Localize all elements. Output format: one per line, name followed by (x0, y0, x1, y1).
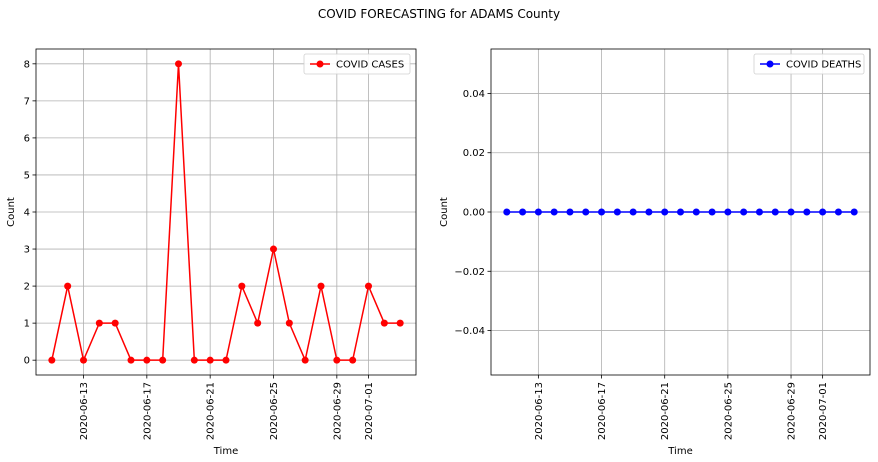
data-point (238, 282, 246, 290)
x-tick-label: 2020-06-17 (597, 382, 608, 440)
data-point (365, 282, 372, 290)
y-tick-label: 0.02 (463, 148, 485, 159)
data-point (613, 208, 621, 216)
y-tick-label: 0.00 (463, 208, 485, 219)
data-point (503, 208, 511, 216)
data-point (222, 356, 230, 364)
y-tick-label: 0 (24, 356, 30, 367)
data-point (850, 208, 858, 216)
y-tick-label: 6 (24, 133, 30, 144)
data-point (519, 208, 527, 216)
legend: COVID CASES (303, 53, 411, 75)
data-point (629, 208, 637, 216)
data-point (95, 319, 103, 327)
figure-title: COVID FORECASTING for ADAMS County (318, 7, 560, 21)
legend-label: COVID CASES (336, 60, 404, 71)
legend: COVID DEATHS (753, 53, 865, 75)
deaths-chart: −0.04 −0.02 0.00 0.02 0.04 2020-06-13 2020-06-… (439, 48, 871, 457)
data-point (740, 208, 748, 216)
y-tick-label: 0.04 (463, 89, 485, 100)
data-point (270, 245, 277, 253)
data-point (285, 319, 293, 327)
x-tick-label: 2020-07-01 (364, 382, 375, 440)
data-point (380, 319, 388, 327)
x-axis-label: Time (213, 446, 238, 457)
data-point (317, 282, 325, 290)
y-tick-label: 3 (24, 245, 30, 256)
y-axis-label: Count (6, 197, 17, 227)
legend-box (303, 53, 411, 75)
x-tick-label: 2020-06-25 (723, 382, 734, 440)
data-point (143, 356, 151, 364)
x-tick-label: 2020-06-17 (142, 382, 153, 440)
legend-label: COVID DEATHS (786, 60, 861, 71)
data-point (64, 282, 72, 290)
data-point (598, 208, 606, 216)
y-tick-label: 4 (24, 208, 30, 219)
data-point (301, 356, 309, 364)
x-tick-label: 2020-06-21 (206, 382, 217, 440)
data-point (190, 356, 198, 364)
x-tick-label: 2020-06-29 (332, 382, 343, 440)
data-point (80, 356, 87, 364)
x-axis-label: Time (667, 446, 692, 457)
data-point (48, 356, 56, 364)
data-point (254, 319, 262, 327)
legend-marker (766, 60, 774, 68)
y-tick-label: 8 (24, 59, 30, 70)
data-point (550, 208, 558, 216)
data-point (661, 208, 669, 216)
data-point (803, 208, 811, 216)
data-point (771, 208, 779, 216)
data-point (724, 208, 732, 216)
x-tick-label: 2020-07-01 (818, 382, 829, 440)
x-tick-label: 2020-06-13 (534, 382, 545, 440)
data-point (333, 356, 341, 364)
data-point (175, 60, 182, 68)
data-point (677, 208, 684, 216)
data-point (349, 356, 357, 364)
data-point (127, 356, 135, 364)
y-tick-label: −0.02 (454, 267, 485, 278)
data-point (159, 356, 167, 364)
data-point (534, 208, 542, 216)
data-point (819, 208, 827, 216)
y-axis-label: Count (439, 197, 450, 227)
data-point (755, 208, 763, 216)
cases-chart: 0 1 2 3 4 5 6 7 8 2020-06-13 2020-06-17 2020-06-21 2… (6, 48, 417, 457)
y-tick-label: −0.04 (454, 326, 485, 337)
legend-box (753, 53, 865, 75)
y-tick-label: 2 (24, 282, 30, 293)
data-point (834, 208, 842, 216)
x-tick-label: 2020-06-29 (787, 382, 798, 440)
data-point (708, 208, 716, 216)
data-point (645, 208, 653, 216)
y-tick-label: 7 (24, 96, 30, 107)
x-tick-label: 2020-06-13 (79, 382, 90, 440)
legend-marker (316, 60, 324, 68)
y-tick-label: 1 (24, 319, 30, 330)
data-point (566, 208, 574, 216)
x-tick-label: 2020-06-21 (660, 382, 671, 440)
data-point (396, 319, 404, 327)
data-point (787, 208, 795, 216)
y-tick-label: 5 (24, 170, 30, 181)
data-point (692, 208, 700, 216)
x-tick-label: 2020-06-25 (269, 382, 280, 440)
data-point (111, 319, 119, 327)
data-point (206, 356, 214, 364)
data-point (582, 208, 590, 216)
